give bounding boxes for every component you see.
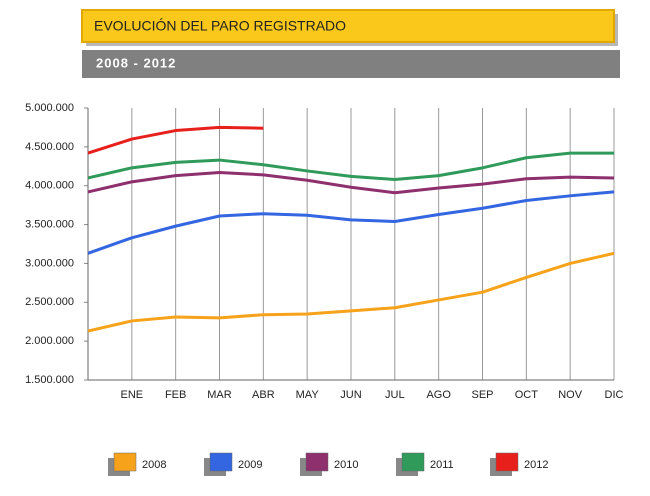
y-tick-label: 3.000.000	[25, 257, 74, 269]
line-series	[87, 125, 264, 155]
y-tick-label: 2.500.000	[25, 296, 74, 308]
legend-label: 2011	[430, 459, 454, 471]
subtitle-bar	[82, 50, 620, 78]
line-series	[87, 151, 614, 181]
legend-swatch	[113, 452, 137, 472]
legend-label: 2008	[142, 459, 166, 471]
x-tick-label: JUL	[385, 389, 405, 401]
y-tick-label: 3.500.000	[25, 218, 74, 230]
x-tick-label: ABR	[252, 389, 275, 401]
chart-subtitle: 2008 - 2012	[96, 55, 176, 70]
line-series	[87, 251, 615, 333]
line-series	[87, 171, 615, 195]
chart-title: EVOLUCIÓN DEL PARO REGISTRADO	[94, 18, 346, 34]
x-tick-label: ENE	[121, 389, 144, 401]
x-tick-label: OCT	[515, 389, 539, 401]
legend-label: 2012	[524, 459, 548, 471]
x-tick-label: MAR	[207, 389, 232, 401]
y-tick-label: 4.000.000	[25, 180, 74, 192]
x-tick-label: NOV	[558, 389, 583, 401]
y-tick-label: 1.500.000	[25, 374, 74, 386]
legend-label: 2010	[334, 459, 358, 471]
x-tick-label: SEP	[471, 389, 493, 401]
x-tick-label: AGO	[426, 389, 451, 401]
line-series	[87, 190, 615, 255]
y-tick-label: 5.000.000	[25, 102, 74, 114]
y-tick-label: 4.500.000	[25, 141, 74, 153]
legend-swatch	[401, 452, 425, 472]
legend-label: 2009	[238, 459, 262, 471]
title-bar	[81, 9, 615, 43]
legend-swatch	[495, 452, 519, 472]
x-tick-label: DIC	[605, 389, 624, 401]
y-tick-label: 2.000.000	[25, 335, 74, 347]
x-tick-label: JUN	[340, 389, 361, 401]
x-tick-label: MAY	[296, 389, 320, 401]
legend-swatch	[305, 452, 329, 472]
legend-swatch	[209, 452, 233, 472]
x-tick-label: FEB	[165, 389, 186, 401]
